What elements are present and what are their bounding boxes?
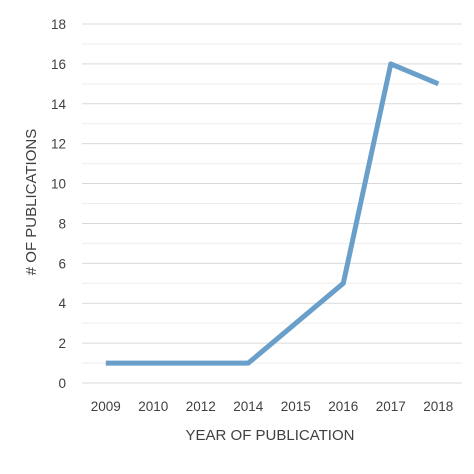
y-tick-label: 18 [51,17,66,32]
y-tick-label: 10 [51,177,66,192]
y-tick-label: 0 [58,376,66,391]
y-axis-tick-labels: 0 2 4 6 8 10 12 14 16 18 [51,17,67,391]
y-axis-title: # OF PUBLICATIONS [23,129,40,275]
y-tick-label: 4 [58,296,66,311]
x-tick-label: 2014 [233,399,264,414]
y-tick-label: 16 [51,57,66,72]
y-tick-label: 8 [58,216,66,231]
y-tick-label: 6 [58,256,66,271]
x-tick-label: 2012 [186,399,216,414]
y-tick-label: 14 [51,97,67,112]
x-tick-label: 2016 [328,399,358,414]
series-layer [105,61,440,366]
x-tick-label: 2010 [138,399,168,414]
y-tick-label: 2 [58,336,66,351]
x-axis-title: YEAR OF PUBLICATION [186,427,355,444]
major-gridlines [82,23,462,384]
x-tick-label: 2009 [91,399,121,414]
y-tick-label: 12 [51,137,66,152]
x-tick-label: 2015 [281,399,311,414]
minor-gridlines [82,43,462,364]
x-axis-tick-labels: 2009 2010 2012 2014 2015 2016 2017 2018 [91,399,454,414]
series-line [105,61,440,366]
x-tick-label: 2017 [376,399,406,414]
x-tick-label: 2018 [423,399,453,414]
